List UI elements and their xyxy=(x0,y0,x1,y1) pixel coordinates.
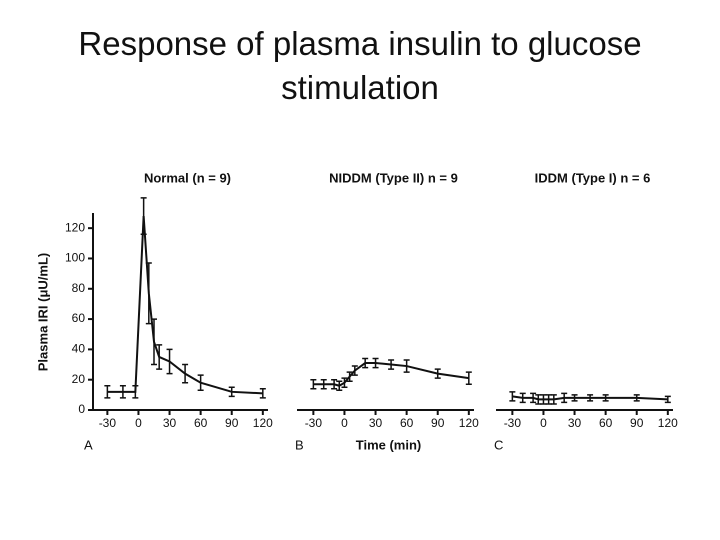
error-bar xyxy=(166,348,173,375)
y-tick-label: 100 xyxy=(65,251,85,265)
x-tick-label: 60 xyxy=(194,416,208,430)
error-bar xyxy=(351,365,358,376)
error-bar xyxy=(145,262,152,325)
x-tick-label: 60 xyxy=(400,416,414,430)
x-tick-label: 0 xyxy=(135,416,142,430)
y-tick-label: 20 xyxy=(72,372,86,386)
error-bar xyxy=(587,394,594,402)
x-tick-label: 120 xyxy=(459,416,479,430)
panel-title: NIDDM (Type II) n = 9 xyxy=(329,170,458,185)
x-tick-label: 0 xyxy=(540,416,547,430)
error-bar xyxy=(228,386,235,398)
panel-title: Normal (n = 9) xyxy=(144,170,231,185)
x-tick-label: 90 xyxy=(431,416,445,430)
error-bar xyxy=(561,392,568,404)
x-tick-label: 0 xyxy=(341,416,348,430)
x-tick-label: 30 xyxy=(568,416,582,430)
x-tick-label: 90 xyxy=(225,416,239,430)
panel-letter: B xyxy=(295,437,304,452)
y-tick-label: 0 xyxy=(78,402,85,416)
error-bar xyxy=(571,394,578,402)
data-line xyxy=(107,215,263,395)
x-tick-label: 120 xyxy=(253,416,273,430)
error-bar xyxy=(119,385,126,399)
error-bar xyxy=(602,394,609,402)
x-tick-label: -30 xyxy=(305,416,323,430)
error-bar xyxy=(104,385,111,399)
error-bar xyxy=(633,394,640,402)
error-bar xyxy=(151,318,157,366)
error-bar xyxy=(509,391,516,402)
error-bar xyxy=(132,385,139,399)
x-axis-label: Time (min) xyxy=(356,437,422,452)
panel-letter: C xyxy=(494,437,503,452)
y-tick-label: 60 xyxy=(72,311,86,325)
x-tick-label: 60 xyxy=(599,416,613,430)
error-bar xyxy=(372,357,379,369)
x-tick-label: -30 xyxy=(99,416,117,430)
error-bar xyxy=(182,363,189,384)
x-tick-label: -30 xyxy=(504,416,522,430)
x-tick-label: 120 xyxy=(658,416,678,430)
x-tick-label: 30 xyxy=(163,416,177,430)
error-bar xyxy=(310,378,317,390)
error-bar xyxy=(545,394,552,405)
y-tick-label: 80 xyxy=(72,281,86,295)
y-tick-label: 120 xyxy=(65,220,85,234)
error-bar xyxy=(336,380,343,392)
error-bar xyxy=(530,392,537,404)
panel-title: IDDM (Type I) n = 6 xyxy=(535,170,651,185)
x-tick-label: 30 xyxy=(369,416,383,430)
error-bar xyxy=(341,377,348,389)
error-bar xyxy=(259,388,266,399)
error-bar xyxy=(550,394,557,405)
x-tick-label: 90 xyxy=(630,416,644,430)
error-bar xyxy=(156,344,163,370)
y-axis-label: Plasma IRI (μU/mL) xyxy=(35,253,50,371)
error-bar xyxy=(535,394,542,405)
error-bar xyxy=(664,395,671,404)
slide-title: Response of plasma insulin to glucose st… xyxy=(78,25,642,106)
error-bar xyxy=(346,371,353,382)
error-bar xyxy=(140,197,147,235)
error-bar xyxy=(403,359,410,373)
error-bar xyxy=(540,394,547,405)
error-bar xyxy=(331,378,338,390)
error-bar xyxy=(197,374,204,392)
error-bar xyxy=(320,378,327,390)
error-bar xyxy=(362,357,369,369)
error-bar xyxy=(465,371,472,385)
y-tick-label: 40 xyxy=(72,342,86,356)
error-bar xyxy=(519,392,526,404)
error-bar xyxy=(434,368,441,379)
panel-letter: A xyxy=(84,437,93,452)
error-bar xyxy=(388,359,395,370)
